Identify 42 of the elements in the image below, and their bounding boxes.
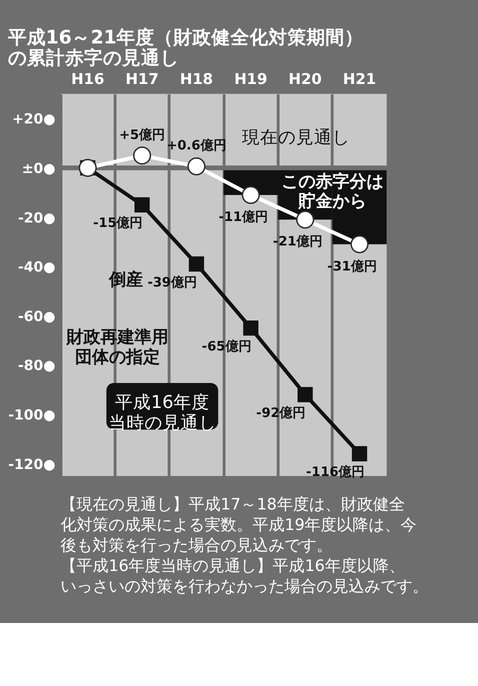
data-label: +5億円: [119, 126, 166, 143]
annotation: この赤字分は貯金から: [281, 171, 384, 211]
data-label: -116億円: [306, 464, 365, 480]
y-tick-label: +20●: [12, 112, 56, 128]
text: 現在の見通し: [242, 128, 350, 148]
x-tick-label: H20: [288, 70, 322, 88]
data-label: -15億円: [93, 215, 143, 232]
text: 【平成16年度当時の見通し】平成16年度以降、いっさいの対策を行わなかった場合の見込みです。: [60, 556, 429, 596]
point: [134, 197, 150, 212]
data-label: -92億円: [256, 404, 306, 421]
point: [296, 210, 314, 229]
point: [352, 446, 368, 462]
point: [133, 146, 152, 165]
annotation: 倒産: [108, 268, 143, 289]
annotation: 財政再建準用団体の指定: [66, 326, 169, 366]
y-tick-label: ±0●: [22, 160, 56, 177]
data-label: +0.6億円: [166, 138, 226, 154]
x-tick-label: H18: [180, 70, 214, 88]
point: [187, 157, 206, 176]
y-tick-label: -20●: [18, 210, 56, 226]
x-tick-label: H16: [71, 70, 104, 88]
point: [242, 186, 260, 204]
data-label: -21億円: [272, 234, 322, 250]
x-tick-label: H21: [342, 70, 376, 88]
data-label: -11億円: [218, 209, 268, 226]
y-tick-label: -100●: [8, 407, 56, 424]
point: [298, 387, 313, 402]
point: [350, 235, 369, 254]
point: [188, 256, 204, 272]
y-tick-label: -60●: [18, 308, 56, 325]
text: 平成16年度当時の見通し: [108, 392, 216, 434]
data-label: -65億円: [202, 338, 252, 354]
data-label: -39億円: [147, 274, 197, 290]
y-tick-label: -120●: [8, 456, 56, 473]
y-tick-label: -80●: [18, 358, 56, 374]
y-tick-label: -40●: [18, 260, 56, 276]
x-tick-label: H19: [234, 70, 268, 88]
data-label: -31億円: [327, 258, 377, 274]
text: 【現在の見通し】平成17～18年度は、財政健全化対策の成果による実数。平成19年度以降は、今後も対策を行った場合の見込みです。: [60, 494, 417, 554]
chart-title: 平成16～21年度（財政健全化対策期間）の累計赤字の見通し: [6, 26, 364, 70]
point: [243, 320, 258, 336]
x-tick-label: H17: [126, 70, 159, 88]
